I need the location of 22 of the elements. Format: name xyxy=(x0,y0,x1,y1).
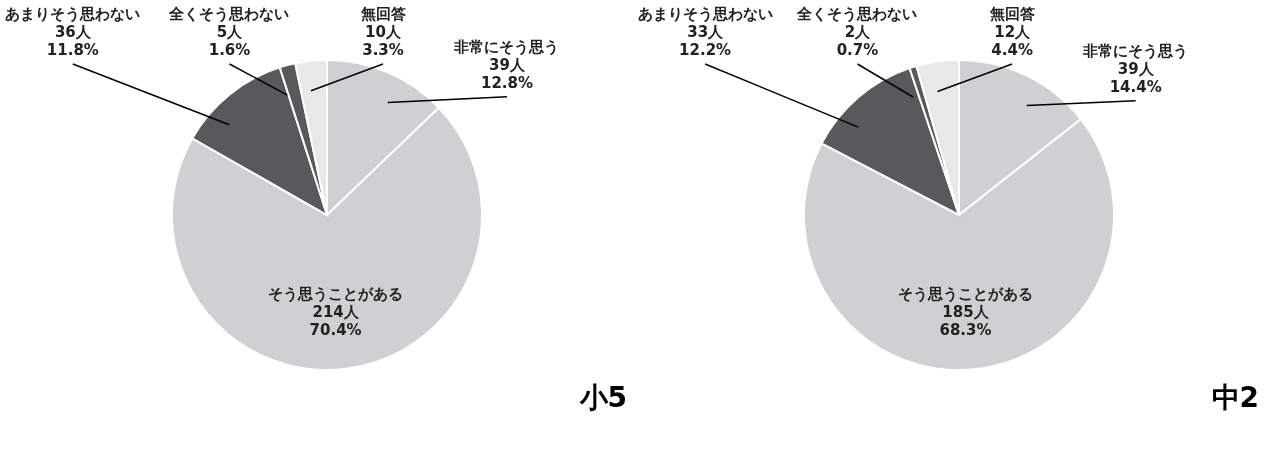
slice-label: 無回答 xyxy=(359,5,406,23)
slice-label: 全くそう思わない xyxy=(796,5,918,23)
slice-label: 非常にそう思う xyxy=(453,37,560,56)
data-label: 39人 14.4% xyxy=(1109,59,1162,96)
data-label: 36人 11.8% xyxy=(46,23,99,59)
data-label: 214人 70.4% xyxy=(309,303,362,340)
slice-label: 全くそう思わない xyxy=(168,5,290,23)
slice-label: 非常にそう思う xyxy=(1082,41,1189,60)
data-label: 5人 1.6% xyxy=(208,23,251,59)
slice-label: そう思うことがある xyxy=(268,285,404,304)
data-label: 33人 12.2% xyxy=(679,23,732,59)
slice-label: あまりそう思わない xyxy=(637,5,773,23)
data-label: 12人 4.4% xyxy=(991,23,1033,59)
slice-label: あまりそう思わない xyxy=(5,5,141,23)
slice-label: そう思うことがある xyxy=(897,285,1033,304)
data-label: 2人 0.7% xyxy=(836,23,879,59)
slice-label: 無回答 xyxy=(988,5,1035,23)
data-label: 39人 12.8% xyxy=(480,55,534,92)
data-label: 10人 3.3% xyxy=(362,23,404,59)
data-label: 185人 68.3% xyxy=(939,303,992,340)
text: 小5 xyxy=(578,381,627,414)
text: 中2 xyxy=(1211,381,1259,414)
